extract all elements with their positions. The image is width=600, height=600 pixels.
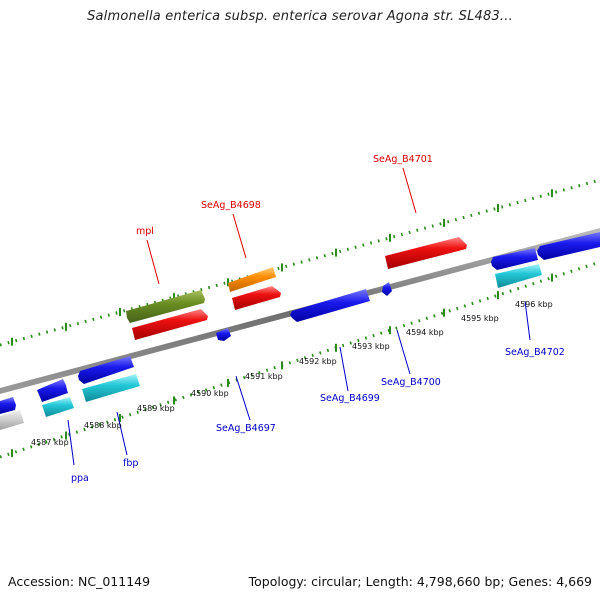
gene-SeAg_B4699[interactable] xyxy=(290,289,370,322)
kbp-label: 4589 kbp xyxy=(137,404,175,413)
gene-mpl[interactable] xyxy=(126,290,205,323)
gene-SeAg_B4702[interactable] xyxy=(491,248,538,270)
gene-SeAg_B4698[interactable] xyxy=(228,267,276,292)
gene-label-fbp[interactable]: fbp xyxy=(123,458,138,469)
gene-SeAg_B4702-cyan[interactable] xyxy=(495,264,542,288)
gene-right-blue[interactable] xyxy=(537,232,600,260)
gene-label-SeAg_B4697[interactable]: SeAg_B4697 xyxy=(216,423,276,434)
accession-label: Accession: NC_011149 xyxy=(8,574,151,589)
reverse-genes xyxy=(0,232,600,430)
gene-SeAg_B4701[interactable] xyxy=(385,237,467,269)
gene-fbp-cyan[interactable] xyxy=(82,374,140,402)
kbp-label: 4593 kbp xyxy=(352,342,390,351)
gene-labels: mpl SeAg_B4698 SeAg_B4701 ppa fbp SeAg_B… xyxy=(71,154,565,484)
genome-info-label: Topology: circular; Length: 4,798,660 bp… xyxy=(248,574,592,589)
gene-forward-red-2[interactable] xyxy=(232,286,281,310)
kbp-label: 4595 kbp xyxy=(461,314,499,323)
kbp-labels: 4587 kbp 4588 kbp 4589 kbp 4590 kbp 4591… xyxy=(31,300,553,447)
gene-label-SeAg_B4700[interactable]: SeAg_B4700 xyxy=(381,377,441,388)
kbp-label: 4588 kbp xyxy=(84,421,122,430)
genome-title: Salmonella enterica subsp. enterica sero… xyxy=(87,9,513,24)
kbp-label: 4594 kbp xyxy=(406,328,444,337)
gene-ppa[interactable] xyxy=(37,379,68,402)
gene-label-ppa[interactable]: ppa xyxy=(71,473,89,484)
gene-forward-red-1[interactable] xyxy=(132,309,208,340)
kbp-label: 4591 kbp xyxy=(245,372,283,381)
gene-label-SeAg_B4702[interactable]: SeAg_B4702 xyxy=(505,347,565,358)
gene-left-blue[interactable] xyxy=(0,397,16,414)
gene-SeAg_B4697[interactable] xyxy=(216,328,231,341)
kbp-label: 4587 kbp xyxy=(31,438,69,447)
reverse-tick-track xyxy=(0,260,600,459)
kbp-label: 4596 kbp xyxy=(515,300,553,309)
forward-genes xyxy=(126,237,467,340)
leader-lines xyxy=(67,167,531,466)
kbp-label: 4592 kbp xyxy=(299,357,337,366)
kbp-label: 4590 kbp xyxy=(191,389,229,398)
gene-left-gray[interactable] xyxy=(0,410,24,430)
major-ticks xyxy=(11,189,553,458)
gene-label-SeAg_B4698[interactable]: SeAg_B4698 xyxy=(201,200,261,211)
gene-label-SeAg_B4701[interactable]: SeAg_B4701 xyxy=(373,154,433,165)
gene-label-SeAg_B4699[interactable]: SeAg_B4699 xyxy=(320,393,380,404)
gene-label-mpl[interactable]: mpl xyxy=(136,226,154,237)
gene-fbp[interactable] xyxy=(78,356,134,384)
gene-ppa-cyan[interactable] xyxy=(42,397,74,417)
gene-SeAg_B4700[interactable] xyxy=(382,282,392,296)
